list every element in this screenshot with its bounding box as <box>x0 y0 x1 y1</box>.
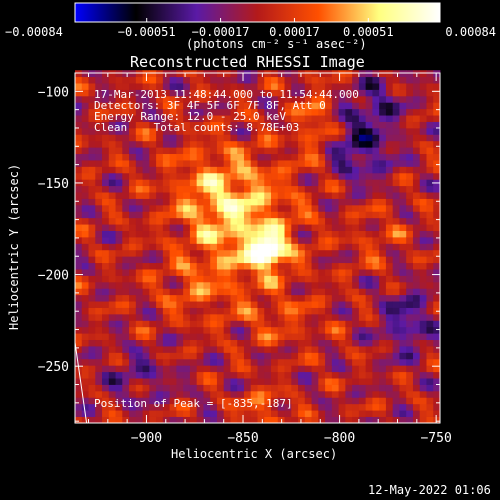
y-tick-label: −100 <box>38 85 69 100</box>
colorbar-tick-label: −0.00084 <box>5 25 63 39</box>
colorbar-tick-label: 0.00084 <box>445 25 496 39</box>
heatmap-plot: −900 −850 −800 −750 −100 −150 −200 −250 <box>38 70 452 446</box>
annotation-method: Clean Total counts: 8.78E+03 <box>94 121 300 134</box>
annotation-peak-position: Position of Peak = [-835,-187] <box>94 397 293 410</box>
colorbar: −0.00084 −0.00051 −0.00017 0.00017 0.00051 0.… <box>5 2 496 39</box>
annotation-time: 17-Mar-2013 11:48:44.000 to 11:54:44.000 <box>94 88 359 101</box>
colorbar-tick-label: 0.00017 <box>269 25 320 39</box>
plot-frame <box>74 72 441 424</box>
annotation-energy: Energy Range: 12.0 - 25.0 keV <box>94 110 287 123</box>
colorbar-tick-label: 0.00051 <box>343 25 394 39</box>
colorbar-units-label: (photons cm⁻² s⁻¹ asec⁻²) <box>186 37 367 51</box>
y-axis-label: Heliocentric Y (arcsec) <box>7 163 21 330</box>
y-tick-label: −200 <box>38 269 69 284</box>
y-tick-label: −250 <box>38 360 69 375</box>
colorbar-tick-label: −0.00017 <box>192 25 250 39</box>
x-tick-label: −750 <box>420 431 451 446</box>
solar-limb-line <box>74 342 88 424</box>
heatmap-cells <box>75 70 441 424</box>
y-tick-label: −150 <box>38 177 69 192</box>
x-tick-label: −800 <box>324 431 355 446</box>
footer-timestamp: 12-May-2022 01:06 <box>368 483 491 497</box>
chart-title: Reconstructed RHESSI Image <box>130 53 365 71</box>
colorbar-gradient <box>74 2 441 23</box>
colorbar-tick-label: −0.00051 <box>118 25 176 39</box>
annotation-detectors: Detectors: 3F 4F 5F 6F 7F 8F, Att 0 <box>94 99 326 112</box>
x-tick-label: −850 <box>227 431 258 446</box>
x-tick-label: −900 <box>131 431 162 446</box>
x-axis-label: Heliocentric X (arcsec) <box>171 447 338 461</box>
